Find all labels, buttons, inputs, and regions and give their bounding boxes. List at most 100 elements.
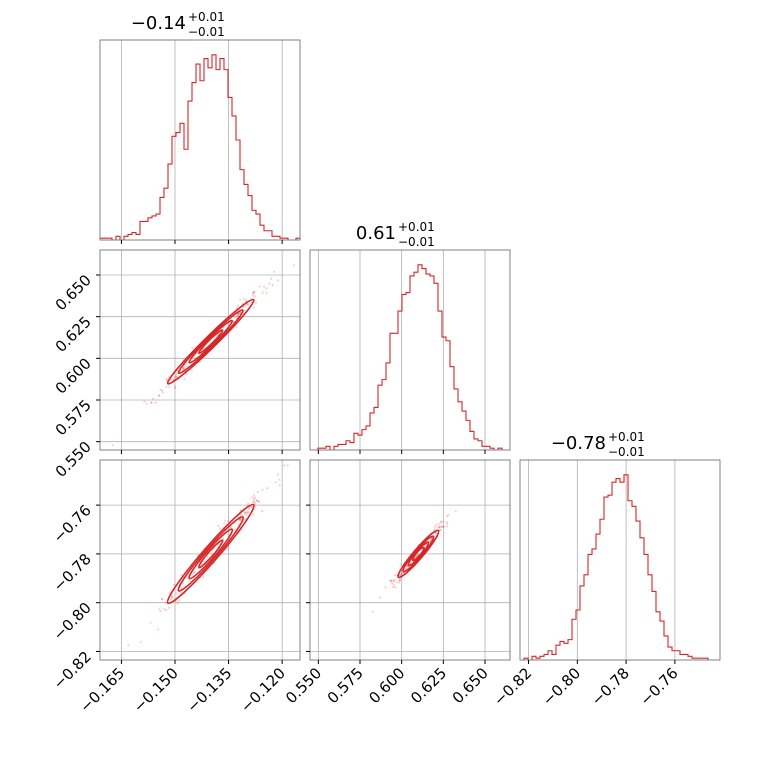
scatter-point [235, 325, 238, 328]
scatter-point [440, 525, 443, 528]
scatter-point [180, 573, 183, 576]
scatter-point [434, 531, 437, 534]
scatter-point [252, 497, 256, 500]
title-value: −0.14 [131, 13, 186, 34]
scatter-point [286, 464, 289, 467]
scatter-point [438, 526, 441, 529]
scatter-point [237, 313, 240, 316]
scatter-point [249, 505, 252, 508]
panel-grid [528, 460, 676, 660]
scatter-point [446, 515, 449, 518]
scatter-point [168, 591, 171, 594]
y-tick-label: −0.82 [50, 648, 95, 693]
x-tick-label: 0.600 [365, 664, 408, 707]
scatter-point [202, 576, 205, 579]
scatter-point [239, 311, 242, 314]
x-tick-label: −0.82 [490, 664, 535, 709]
scatter-point [161, 391, 165, 394]
scatter-point [251, 294, 255, 297]
scatter-point [237, 314, 240, 318]
scatter-point [434, 525, 437, 528]
scatter-point [399, 563, 402, 566]
scatter-point [247, 511, 250, 514]
panel-title-0: −0.14 +0.01−0.01 [131, 10, 225, 39]
scatter-point [236, 304, 240, 307]
scatter-point [175, 374, 178, 377]
scatter-point [244, 512, 247, 515]
scatter-point [265, 287, 268, 290]
scatter-point [392, 578, 395, 582]
panel-grid [310, 460, 510, 660]
scatter-point [443, 525, 446, 528]
contour-level [177, 309, 244, 375]
scatter-point [405, 567, 408, 570]
scatter-point [255, 499, 258, 502]
contour-level [166, 503, 255, 605]
panel-grid [100, 250, 300, 450]
scatter-point [152, 397, 155, 400]
scatter-point [179, 591, 182, 594]
scatter-point [271, 283, 274, 287]
scatter-point [245, 513, 248, 517]
scatter-point [278, 484, 281, 487]
scatter-point [439, 528, 442, 532]
y-tick-label: −0.76 [50, 501, 95, 546]
scatter-point [234, 316, 237, 319]
scatter-point [442, 525, 445, 528]
scatter-point [244, 305, 247, 308]
scatter-point [258, 285, 261, 288]
panel-grid [317, 250, 486, 450]
scatter-point [437, 526, 440, 529]
scatter-point [191, 573, 194, 576]
scatter-point [217, 524, 220, 528]
scatter-point [158, 394, 161, 397]
scatter-point [270, 277, 273, 280]
scatter-point [167, 606, 170, 609]
scatter-point [237, 312, 241, 315]
scatter-point [434, 532, 437, 535]
scatter-point [440, 525, 443, 528]
scatter-point [157, 394, 161, 397]
x-tick-label: −0.135 [183, 664, 235, 716]
scatter-point [230, 525, 233, 528]
scatter-point [238, 518, 242, 521]
scatter-point [268, 282, 271, 285]
scatter-point [176, 602, 179, 605]
scatter-point [454, 510, 457, 513]
scatter-point [243, 511, 246, 514]
scatter-point [206, 555, 209, 558]
scatter-point [405, 565, 409, 568]
scatter-point [390, 579, 393, 582]
panel-frame [99, 459, 301, 661]
scatter-point [175, 592, 178, 595]
scatter-point [391, 582, 394, 585]
scatter-point [254, 301, 257, 304]
scatter-point [211, 549, 214, 552]
panel-frame [309, 459, 511, 661]
x-tick-label: −0.120 [237, 664, 289, 716]
scatter-point [253, 290, 256, 293]
scatter-point [150, 401, 153, 404]
scatter-point [392, 583, 395, 587]
scatter-point [164, 601, 167, 605]
scatter-point [190, 368, 193, 372]
x-tick-label: 0.650 [449, 664, 492, 707]
scatter-point [439, 520, 442, 523]
scatter-point [182, 367, 185, 370]
title-upper-error: +0.01 [188, 10, 225, 24]
scatter-point [169, 598, 172, 601]
scatter-point [218, 527, 221, 530]
scatter-point [210, 552, 213, 555]
scatter-point [236, 314, 239, 317]
scatter-point [245, 511, 248, 514]
scatter-point [389, 580, 392, 583]
scatter-point [174, 386, 177, 389]
scatter-point [171, 378, 174, 381]
scatter-point [292, 264, 296, 267]
scatter-point [441, 520, 444, 523]
scatter-point [203, 560, 206, 563]
scatter-point [247, 502, 250, 505]
scatter-point [170, 596, 174, 599]
scatter-point [252, 501, 255, 504]
